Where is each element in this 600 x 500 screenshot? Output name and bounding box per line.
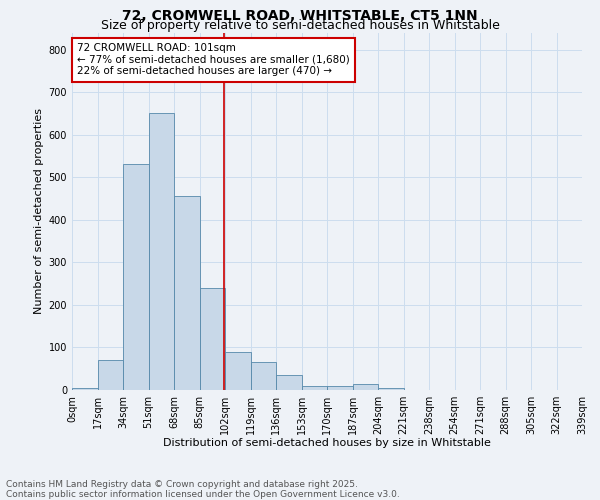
Bar [199,288,225,390]
X-axis label: Distribution of semi-detached houses by size in Whitstable: Distribution of semi-detached houses by … [163,438,491,448]
Bar [97,360,123,390]
Bar [123,164,149,390]
Bar [353,384,378,390]
Text: 72 CROMWELL ROAD: 101sqm
← 77% of semi-detached houses are smaller (1,680)
22% o: 72 CROMWELL ROAD: 101sqm ← 77% of semi-d… [77,43,350,76]
Bar [302,386,327,390]
Bar [251,362,276,390]
Text: Size of property relative to semi-detached houses in Whitstable: Size of property relative to semi-detach… [101,19,499,32]
Bar [327,386,353,390]
Bar [174,196,199,390]
Text: Contains HM Land Registry data © Crown copyright and database right 2025.
Contai: Contains HM Land Registry data © Crown c… [6,480,400,499]
Bar [72,388,97,390]
Bar [149,114,174,390]
Bar [276,375,302,390]
Bar [225,352,251,390]
Text: 72, CROMWELL ROAD, WHITSTABLE, CT5 1NN: 72, CROMWELL ROAD, WHITSTABLE, CT5 1NN [122,8,478,22]
Y-axis label: Number of semi-detached properties: Number of semi-detached properties [34,108,44,314]
Bar [378,388,404,390]
